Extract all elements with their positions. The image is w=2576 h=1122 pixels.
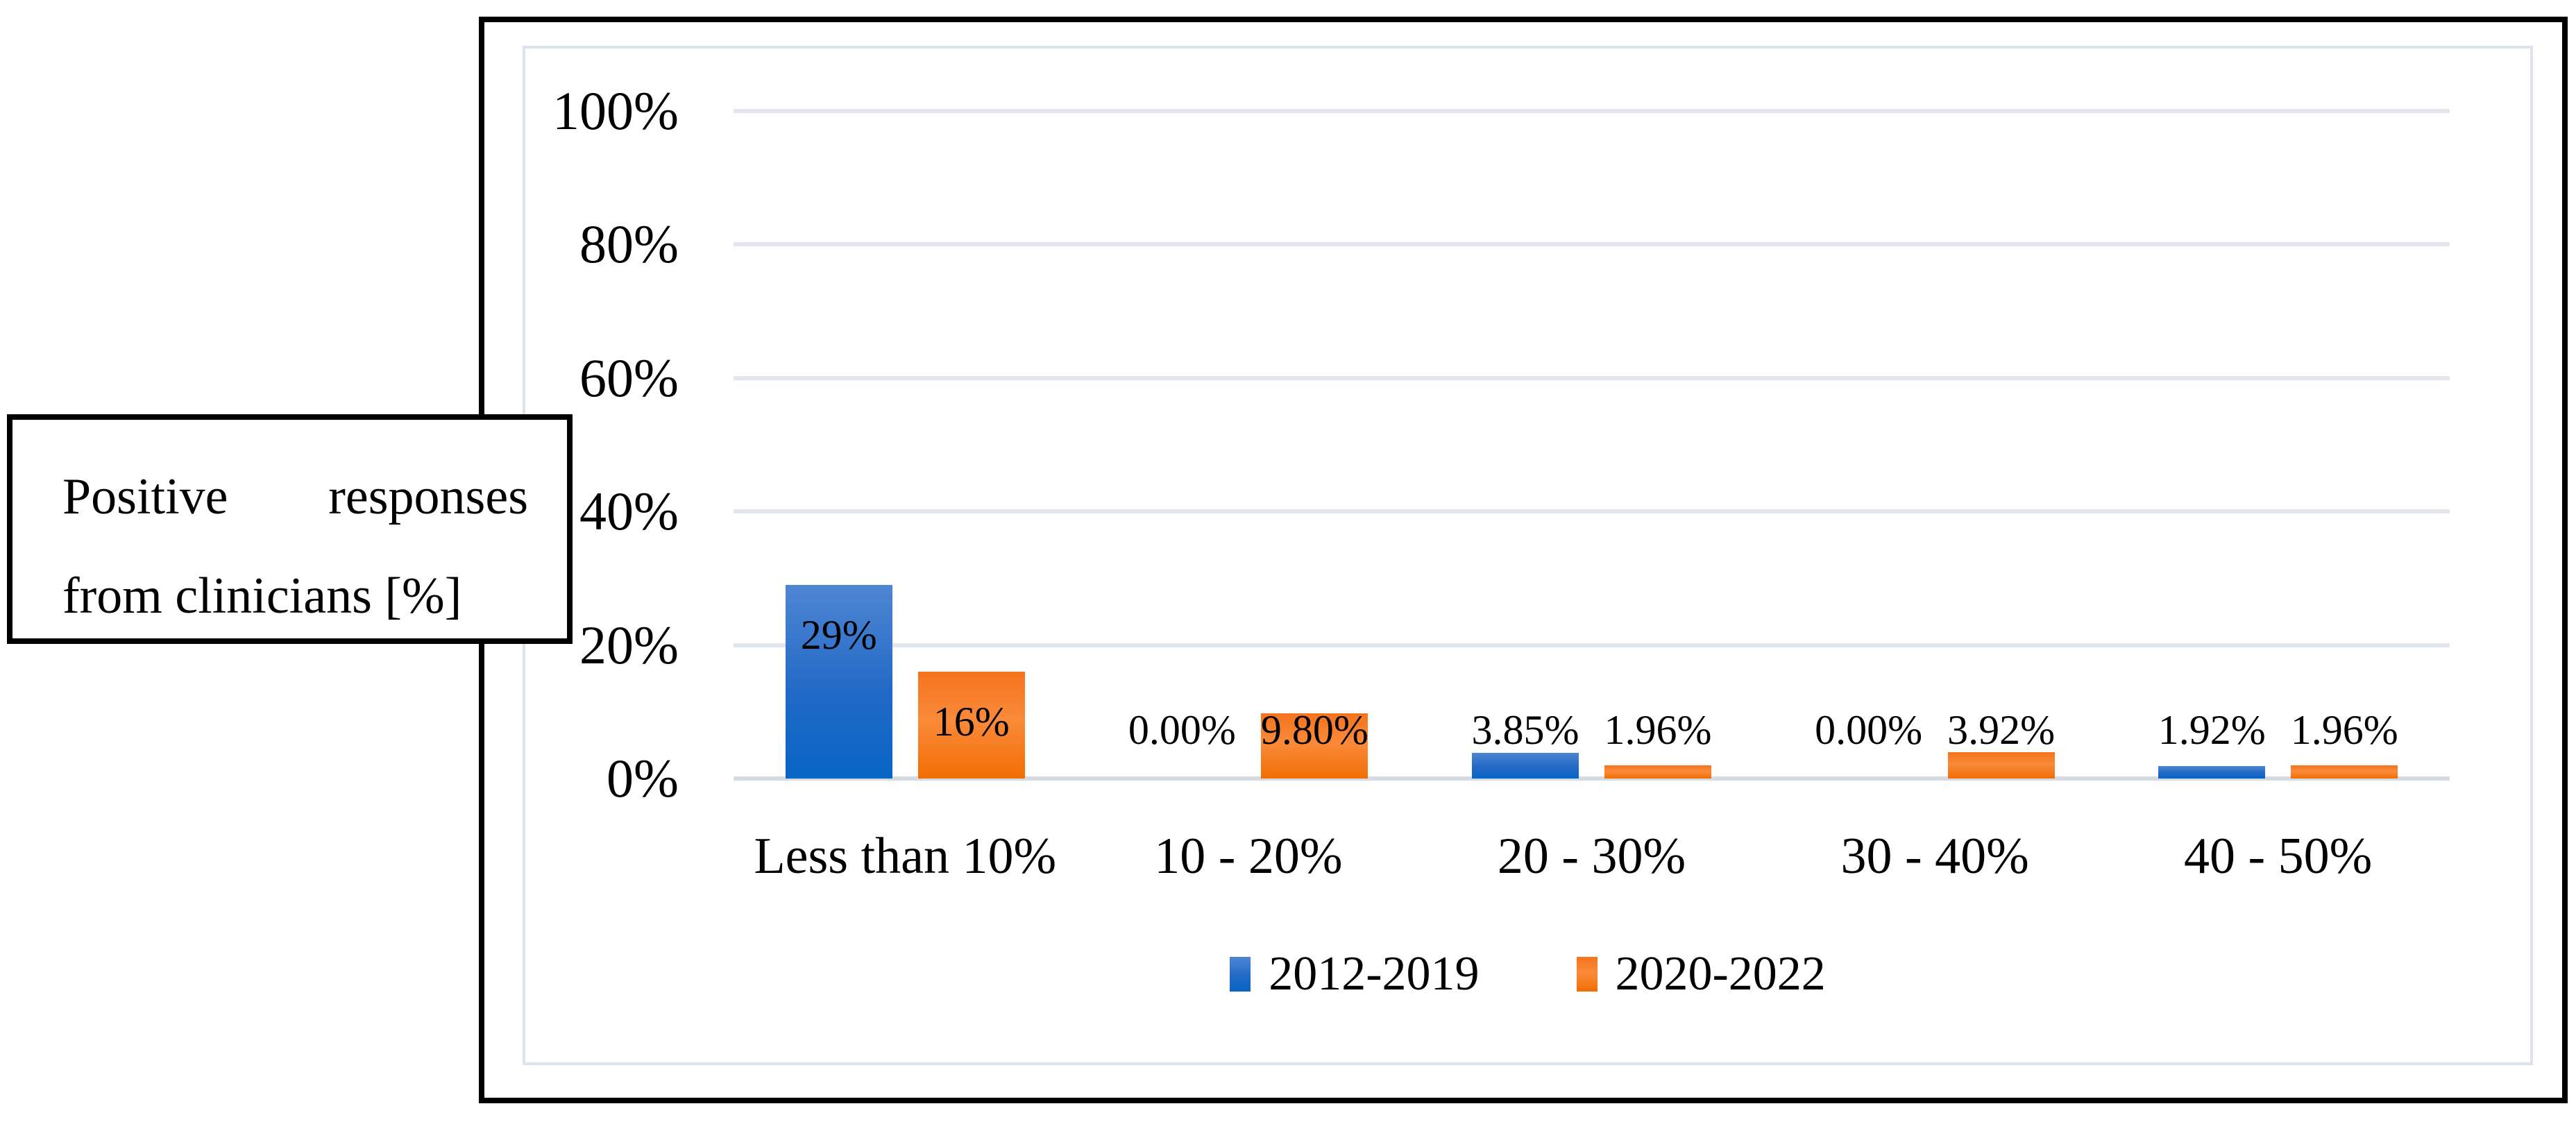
bar-group-40 - 50%: 1.92% 1.96% [2106,111,2450,779]
y-tick-label: 60% [579,348,679,408]
y-tick-label: 80% [579,214,679,274]
y-tick-label: 40% [579,481,679,541]
data-label-2020-2022-10 - 20%: 9.80% [1260,707,1368,753]
y-tick-label: 20% [579,615,679,675]
bar-2020-2022-30 - 40% [1947,752,2055,779]
legend-entry-2012-2019: 2012-2019 [1230,947,1480,1001]
bar-2020-2022-10 - 20% [1261,713,1368,779]
bar-group-10 - 20%: 0.00% 9.80% [1077,111,1421,779]
bar-2020-2022-Less than 10% [917,672,1025,779]
bar-group-Less than 10%: 29% 16% [734,111,1077,779]
data-label-2020-2022-40 - 50%: 1.96% [2290,707,2398,753]
data-label-2012-2019-20 - 30%: 3.85% [1471,707,1579,753]
gridline-100 [734,109,2450,113]
data-label-2012-2019-40 - 50%: 1.92% [2158,707,2266,753]
gridline-60 [734,376,2450,380]
legend-label: 2020-2022 [1615,947,1826,1001]
bar-2012-2019-Less than 10% [785,585,892,779]
axis-annotation-text: Positive responses from clinicians [%] [62,468,528,624]
axis-annotation-box: Positive responses from clinicians [%] [7,414,573,644]
x-category-label: 40 - 50% [2184,828,2373,885]
chart-legend: 2012-2019 2020-2022 [523,949,2533,999]
legend-swatch-orange [1576,957,1598,992]
data-label-2012-2019-10 - 20%: 0.00% [1128,707,1236,753]
x-axis-line [734,776,2450,781]
data-label-2012-2019-Less than 10%: 29% [800,612,877,658]
x-category-label: 30 - 40% [1840,828,2029,885]
legend-swatch-blue [1230,957,1251,992]
x-category-label: 20 - 30% [1497,828,1686,885]
data-label-2020-2022-20 - 30%: 1.96% [1604,707,1712,753]
plot-area: 29% 16% Less than 10% 0.00% 9.80% 10 - 20% 3.8… [734,111,2450,883]
y-tick-label: 100% [552,80,679,141]
bar-group-30 - 40%: 0.00% 3.92% [1763,111,2107,779]
x-category-label: 10 - 20% [1154,828,1343,885]
gridline-20 [734,643,2450,647]
bar-2012-2019-20 - 30% [1471,753,1579,779]
bar-2020-2022-20 - 30% [1604,765,1711,779]
data-label-2020-2022-30 - 40%: 3.92% [1947,707,2056,753]
bar-group-20 - 30%: 3.85% 1.96% [1420,111,1763,779]
data-label-2012-2019-30 - 40%: 0.00% [1815,707,1923,753]
legend-label: 2012-2019 [1269,947,1480,1001]
bar-2012-2019-40 - 50% [2158,766,2266,779]
legend-entry-2020-2022: 2020-2022 [1576,947,1826,1001]
gridline-80 [734,242,2450,246]
data-label-2020-2022-Less than 10%: 16% [933,699,1010,745]
gridline-40 [734,509,2450,513]
bar-2020-2022-40 - 50% [2291,765,2398,779]
x-category-label: Less than 10% [754,828,1057,885]
chart-area-border [523,46,2533,1065]
y-tick-label: 0% [607,748,679,808]
